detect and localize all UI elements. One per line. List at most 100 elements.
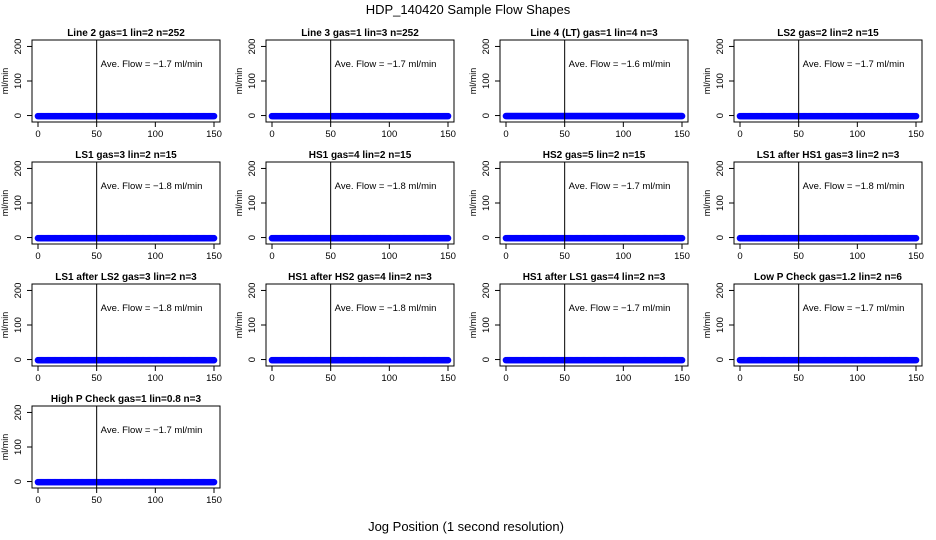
panel-title: Line 2 gas=1 lin=2 n=252 xyxy=(67,28,185,39)
chart-panel: Line 2 gas=1 lin=2 n=252 0 50 100 150 0 100 200… xyxy=(0,28,222,140)
y-tick-label: 0 xyxy=(715,357,726,362)
x-tick-label: 0 xyxy=(35,129,40,140)
data-points xyxy=(502,112,686,120)
average-flow-annotation: Ave. Flow = −1.7 ml/min xyxy=(803,303,905,314)
y-axis-label: ml/min xyxy=(234,190,244,217)
x-tick-label: 150 xyxy=(674,373,690,384)
y-tick-label: 100 xyxy=(13,317,24,333)
y-axis-label: ml/min xyxy=(0,434,10,461)
chart-panel: Low P Check gas=1.2 lin=2 n=6 0 50 100 150 0 1… xyxy=(702,272,924,384)
y-axis-label: ml/min xyxy=(702,312,712,339)
plot-frame xyxy=(31,405,221,489)
x-tick-label: 150 xyxy=(674,251,690,262)
panel-title: Line 3 gas=1 lin=3 n=252 xyxy=(301,28,419,39)
data-points xyxy=(502,356,686,364)
plot-frame xyxy=(31,161,221,245)
panel-title: Low P Check gas=1.2 lin=2 n=6 xyxy=(754,272,902,283)
y-tick-label: 200 xyxy=(715,161,726,177)
average-flow-annotation: Ave. Flow = −1.7 ml/min xyxy=(803,59,905,70)
x-tick-label: 100 xyxy=(381,129,397,140)
average-flow-annotation: Ave. Flow = −1.7 ml/min xyxy=(101,59,203,70)
x-tick-label: 100 xyxy=(849,129,865,140)
y-tick-label: 100 xyxy=(715,73,726,89)
y-tick-label: 200 xyxy=(247,39,258,55)
chart-panel: HS1 after HS2 gas=4 lin=2 n=3 0 50 100 150 0 1… xyxy=(234,272,456,384)
x-tick-label: 150 xyxy=(206,129,222,140)
x-tick-label: 150 xyxy=(908,129,924,140)
chart-panel: LS1 gas=3 lin=2 n=15 0 50 100 150 0 100 200 ml/m… xyxy=(0,150,222,262)
y-tick-label: 0 xyxy=(13,235,24,240)
y-tick-label: 200 xyxy=(481,161,492,177)
panel-title: HS1 after LS1 gas=4 lin=2 n=3 xyxy=(523,272,666,283)
chart-panel: HS1 gas=4 lin=2 n=15 0 50 100 150 0 100 200 ml/m… xyxy=(234,150,456,262)
x-tick-label: 150 xyxy=(908,251,924,262)
plot-frame xyxy=(31,283,221,367)
y-tick-label: 0 xyxy=(13,113,24,118)
plot-frame xyxy=(499,39,689,123)
chart-panel: Line 3 gas=1 lin=3 n=252 0 50 100 150 0 100 200… xyxy=(234,28,456,140)
x-tick-label: 0 xyxy=(35,251,40,262)
data-point xyxy=(444,234,452,242)
y-tick-label: 200 xyxy=(13,39,24,55)
y-tick-label: 100 xyxy=(481,317,492,333)
y-axis-label: ml/min xyxy=(702,190,712,217)
y-tick-label: 200 xyxy=(481,39,492,55)
y-tick-label: 0 xyxy=(13,479,24,484)
figure-title: HDP_140420 Sample Flow Shapes xyxy=(366,2,571,17)
data-points xyxy=(268,112,452,120)
y-axis-label: ml/min xyxy=(0,312,10,339)
x-tick-label: 50 xyxy=(91,373,102,384)
average-flow-annotation: Ave. Flow = −1.7 ml/min xyxy=(569,181,671,192)
data-points xyxy=(268,234,452,242)
plot-frame xyxy=(733,283,923,367)
x-tick-label: 100 xyxy=(147,251,163,262)
y-tick-label: 100 xyxy=(481,73,492,89)
x-tick-label: 50 xyxy=(559,373,570,384)
data-point xyxy=(678,234,686,242)
plot-frame xyxy=(499,283,689,367)
chart-panel: High P Check gas=1 lin=0.8 n=3 0 50 100 150 0… xyxy=(0,394,222,506)
data-point xyxy=(210,356,218,364)
x-tick-label: 50 xyxy=(325,251,336,262)
y-tick-label: 0 xyxy=(247,235,258,240)
x-tick-label: 150 xyxy=(206,495,222,506)
y-tick-label: 200 xyxy=(247,161,258,177)
data-points xyxy=(736,112,920,120)
data-points xyxy=(34,112,218,120)
data-points xyxy=(34,356,218,364)
x-tick-label: 50 xyxy=(325,373,336,384)
panel-title: HS2 gas=5 lin=2 n=15 xyxy=(543,150,646,161)
y-tick-label: 200 xyxy=(715,39,726,55)
data-point xyxy=(210,112,218,120)
average-flow-annotation: Ave. Flow = −1.7 ml/min xyxy=(335,59,437,70)
y-tick-label: 100 xyxy=(13,439,24,455)
x-tick-label: 100 xyxy=(381,373,397,384)
plot-frame xyxy=(265,39,455,123)
data-point xyxy=(210,478,218,486)
average-flow-annotation: Ave. Flow = −1.7 ml/min xyxy=(569,303,671,314)
y-tick-label: 100 xyxy=(715,317,726,333)
panel-title: LS1 after LS2 gas=3 lin=2 n=3 xyxy=(55,272,197,283)
x-tick-label: 50 xyxy=(91,495,102,506)
y-tick-label: 200 xyxy=(481,283,492,299)
plot-frame xyxy=(499,161,689,245)
y-tick-label: 0 xyxy=(13,357,24,362)
x-tick-label: 0 xyxy=(35,495,40,506)
data-points xyxy=(34,234,218,242)
x-tick-label: 150 xyxy=(674,129,690,140)
average-flow-annotation: Ave. Flow = −1.8 ml/min xyxy=(101,181,203,192)
x-tick-label: 100 xyxy=(615,251,631,262)
chart-panel: LS2 gas=2 lin=2 n=15 0 50 100 150 0 100 200 ml/m… xyxy=(702,28,924,140)
panel-title: High P Check gas=1 lin=0.8 n=3 xyxy=(51,394,202,405)
x-tick-label: 0 xyxy=(503,129,508,140)
y-tick-label: 200 xyxy=(13,405,24,421)
y-tick-label: 0 xyxy=(481,235,492,240)
y-axis-label: ml/min xyxy=(0,68,10,95)
y-tick-label: 0 xyxy=(481,357,492,362)
y-tick-label: 100 xyxy=(247,195,258,211)
data-point xyxy=(210,234,218,242)
data-point xyxy=(444,112,452,120)
x-tick-label: 100 xyxy=(147,495,163,506)
data-point xyxy=(912,234,920,242)
